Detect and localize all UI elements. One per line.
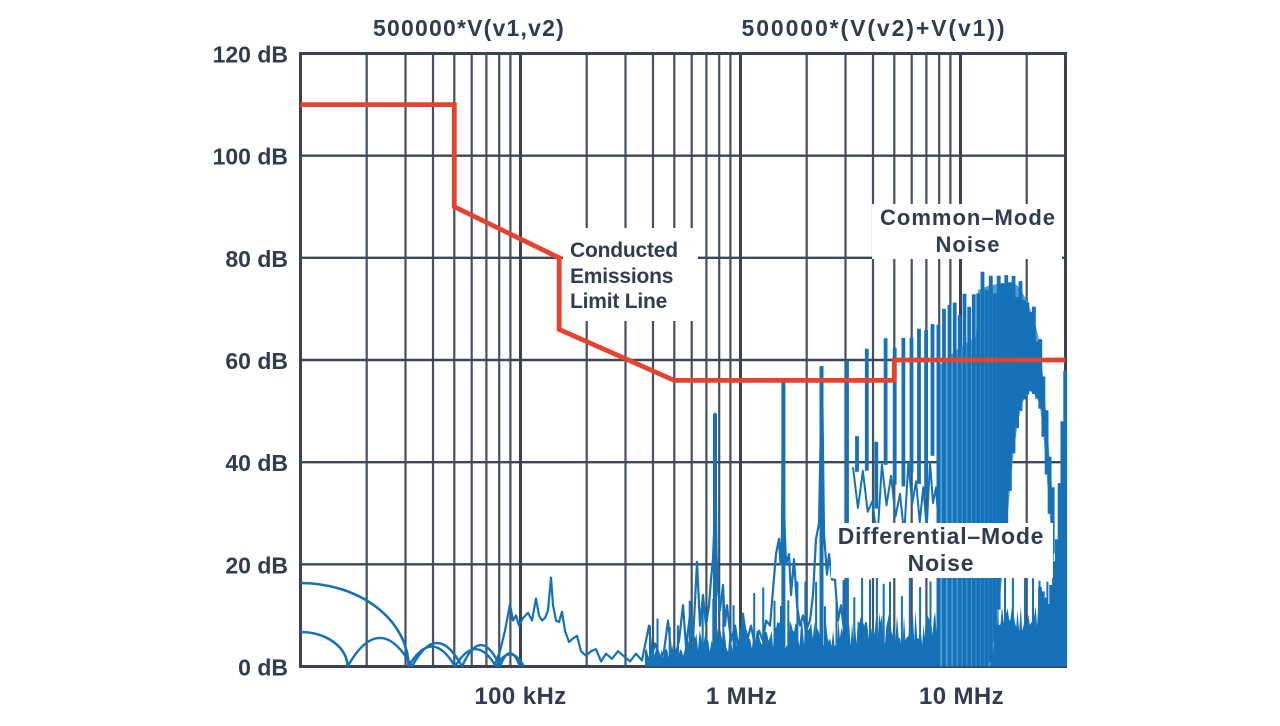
svg-text:100 dB: 100 dB	[213, 144, 288, 170]
svg-text:Noise: Noise	[908, 550, 975, 576]
svg-text:80 dB: 80 dB	[225, 246, 288, 272]
svg-text:500000*V(v1,v2): 500000*V(v1,v2)	[373, 15, 565, 41]
svg-text:120 dB: 120 dB	[213, 42, 288, 68]
svg-text:Limit Line: Limit Line	[570, 290, 667, 313]
svg-text:Differential–Mode: Differential–Mode	[838, 523, 1045, 549]
svg-text:100 kHz: 100 kHz	[474, 683, 566, 710]
svg-text:10 MHz: 10 MHz	[919, 683, 1004, 710]
svg-text:60 dB: 60 dB	[225, 348, 288, 374]
svg-text:500000*(V(v2)+V(v1)): 500000*(V(v2)+V(v1))	[742, 15, 1007, 41]
svg-text:Noise: Noise	[936, 232, 1001, 257]
svg-text:20 dB: 20 dB	[225, 552, 288, 578]
svg-text:Common–Mode: Common–Mode	[880, 205, 1056, 230]
svg-text:Conducted: Conducted	[570, 239, 678, 262]
svg-text:Emissions: Emissions	[570, 265, 673, 288]
svg-text:0 dB: 0 dB	[238, 655, 288, 681]
svg-text:1 MHz: 1 MHz	[706, 683, 777, 710]
svg-text:40 dB: 40 dB	[225, 450, 288, 476]
